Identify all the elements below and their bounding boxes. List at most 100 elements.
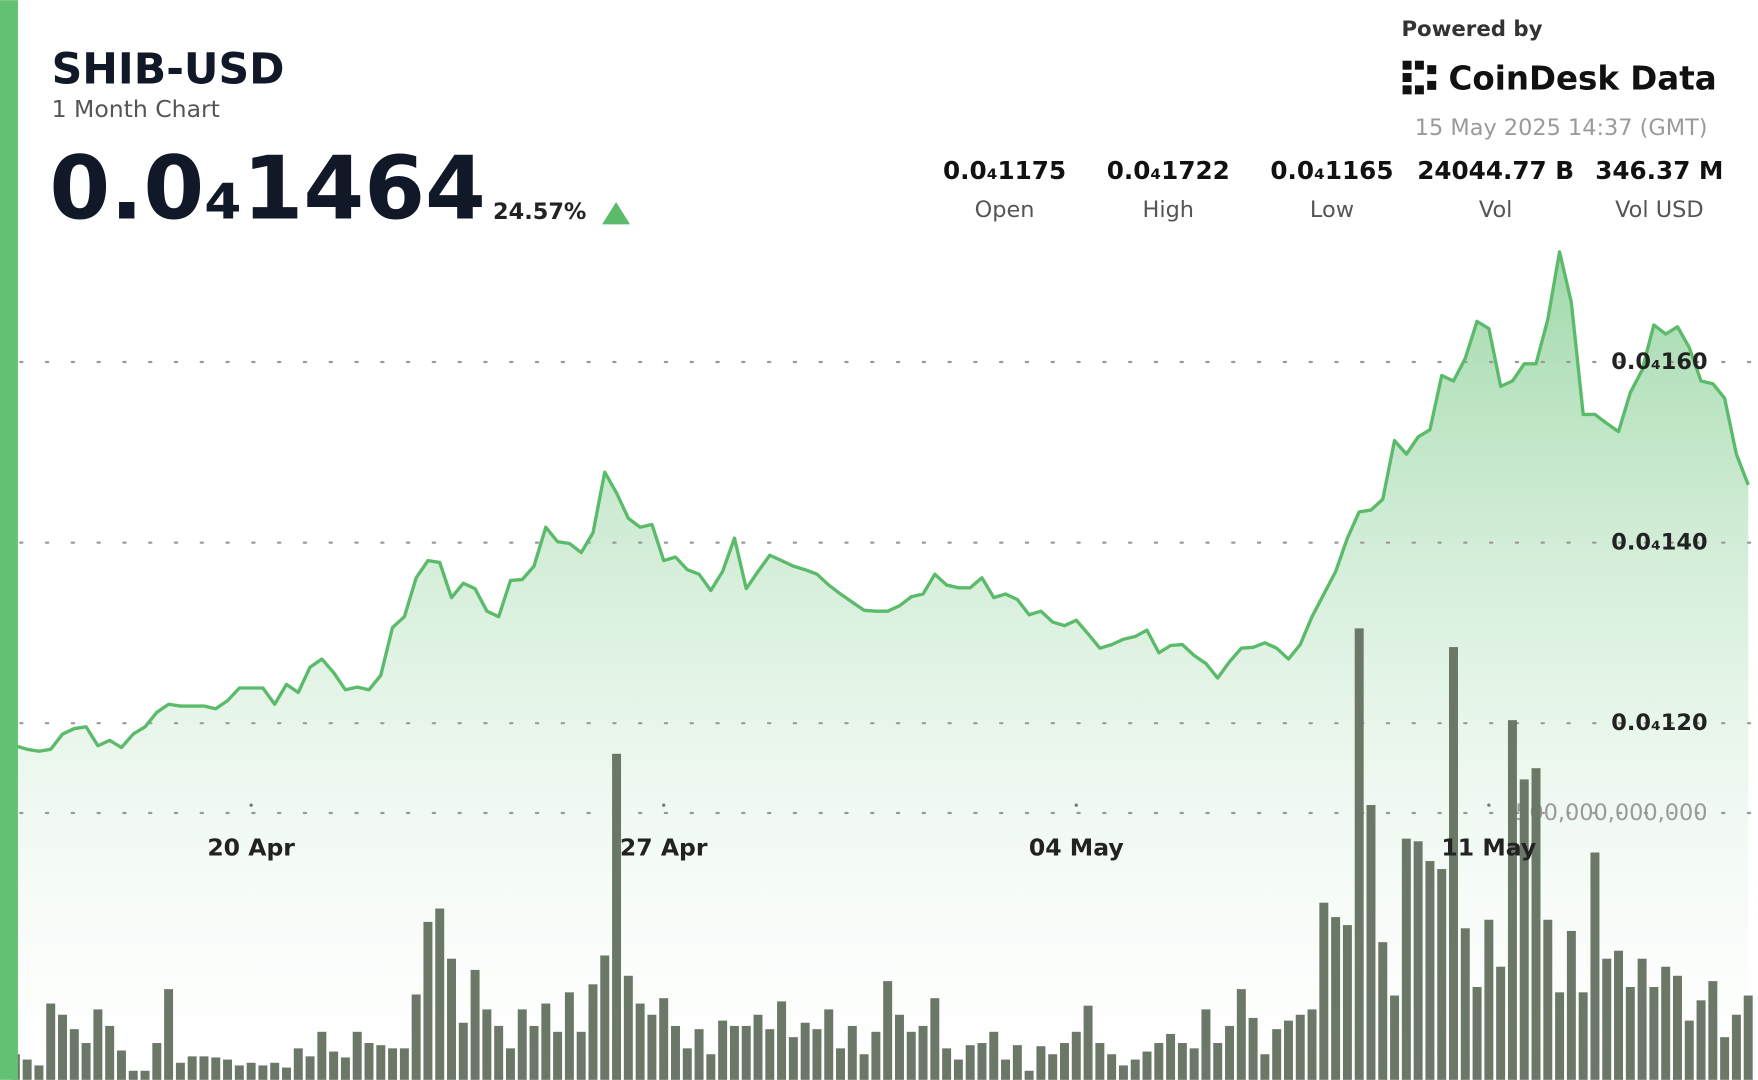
- volume-bar: [1036, 1046, 1046, 1080]
- volume-bar: [564, 992, 574, 1080]
- stat-label: Low: [1310, 197, 1354, 223]
- volume-bar: [906, 1031, 916, 1080]
- volume-bar: [329, 1051, 339, 1080]
- stat-label: Vol: [1479, 197, 1513, 223]
- stats: 0.0₄1175 Open 0.0₄1722 High 0.0₄1165 Low 24044…: [943, 156, 1723, 223]
- volume-bar: [175, 1062, 185, 1080]
- volume-bar: [1449, 647, 1458, 1080]
- volume-bar: [1614, 950, 1624, 1080]
- volume-bar: [199, 1056, 209, 1080]
- volume-bar: [1401, 838, 1411, 1080]
- volume-bar: [1130, 1059, 1140, 1080]
- volume-bar: [635, 1003, 645, 1080]
- volume-bar: [447, 958, 457, 1080]
- volume-bar: [1507, 720, 1517, 1080]
- volume-bar: [1248, 1017, 1258, 1080]
- volume-bar: [1354, 628, 1364, 1080]
- volume-bar: [1024, 1070, 1034, 1080]
- volume-bar: [1743, 995, 1753, 1080]
- price-area: [15, 251, 1749, 1080]
- volume-bar: [399, 1048, 409, 1080]
- volume-bar: [824, 1009, 834, 1080]
- volume-bar: [1720, 1037, 1730, 1080]
- volume-bar: [1555, 992, 1565, 1080]
- volume-bar: [729, 1025, 739, 1080]
- volume-bar: [435, 908, 445, 1080]
- volume-bar: [965, 1045, 975, 1080]
- volume-bar: [1272, 1029, 1282, 1080]
- volume-bar: [211, 1057, 221, 1080]
- volume-bar: [1201, 1009, 1211, 1080]
- volume-bar: [1519, 779, 1529, 1080]
- volume-bar: [871, 1031, 881, 1080]
- x-tick-label: 04 May: [1029, 834, 1124, 862]
- volume-bar: [1496, 966, 1506, 1080]
- x-tick: [662, 803, 666, 807]
- volume-bar: [1071, 1031, 1081, 1080]
- stat-value: 346.37 M: [1595, 156, 1723, 185]
- volume-bar: [34, 1065, 44, 1080]
- volume-bar: [894, 1014, 904, 1080]
- volume-bar: [46, 1003, 56, 1080]
- stat-label: Open: [975, 197, 1035, 223]
- volume-bar: [22, 1059, 32, 1080]
- volume-bar: [1437, 869, 1447, 1080]
- volume-bar: [1307, 1009, 1317, 1080]
- stat-label: High: [1143, 197, 1195, 223]
- volume-bar: [1566, 930, 1576, 1080]
- volume-bar: [1060, 1043, 1069, 1080]
- volume-bar: [1460, 928, 1470, 1080]
- volume-bar: [541, 1003, 551, 1080]
- x-tick: [1074, 803, 1078, 807]
- volume-bar: [1295, 1014, 1305, 1080]
- y-tick-label: 0.0₄160: [1611, 349, 1707, 375]
- y-tick-label: 0.0₄140: [1611, 530, 1707, 556]
- brand-logo: [1402, 60, 1437, 95]
- volume-bar: [647, 1014, 657, 1080]
- volume-bar: [293, 1048, 303, 1080]
- volume-bar: [777, 1001, 787, 1080]
- volume-bar: [187, 1056, 197, 1080]
- volume-bar: [1413, 841, 1423, 1080]
- volume-bar: [694, 1029, 704, 1080]
- volume-bar: [623, 975, 633, 1080]
- volume-bar: [1590, 852, 1600, 1080]
- volume-bar: [977, 1043, 987, 1080]
- volume-bar: [1001, 1059, 1011, 1080]
- timestamp: 15 May 2025 14:37 (GMT): [1415, 115, 1708, 141]
- brand: CoinDesk Data: [1449, 60, 1717, 98]
- volume-bar: [1177, 1043, 1187, 1080]
- grid: 500,000,000,000: [19, 360, 1758, 826]
- x-tick-label: 27 Apr: [620, 834, 708, 862]
- stat-label: Vol USD: [1615, 197, 1704, 223]
- volume-bar: [718, 1020, 728, 1080]
- change: 24.57%: [493, 199, 586, 225]
- title: SHIB-USD: [52, 45, 285, 95]
- volume-bar: [458, 1022, 468, 1080]
- volume-bar: [1189, 1048, 1199, 1080]
- price-line: [14, 250, 1750, 753]
- volume-bar: [836, 1048, 846, 1080]
- volume-bar: [1661, 966, 1671, 1080]
- volume-bar: [223, 1059, 233, 1080]
- powered-by: Powered by: [1401, 17, 1542, 42]
- volume-bar: [1696, 1000, 1706, 1080]
- volume-bar: [659, 998, 669, 1080]
- volume-bar: [600, 955, 610, 1080]
- price-line: [14, 250, 1750, 753]
- volume-bar: [588, 984, 598, 1080]
- volume-bar: [765, 1029, 775, 1080]
- volume-bar: [1012, 1045, 1022, 1080]
- volume-bar: [859, 1054, 869, 1080]
- volume-bar: [376, 1045, 386, 1080]
- y2-tick-label: 500,000,000,000: [1515, 800, 1707, 826]
- volume-bar: [517, 1009, 527, 1080]
- volume-bar: [58, 1014, 67, 1080]
- volume-bar: [423, 921, 433, 1080]
- volume-bar: [1472, 986, 1482, 1080]
- volume-bar: [1731, 1014, 1741, 1080]
- volume-bar: [116, 1050, 126, 1080]
- volume-bar: [1625, 986, 1635, 1080]
- volume-bar: [1425, 861, 1435, 1080]
